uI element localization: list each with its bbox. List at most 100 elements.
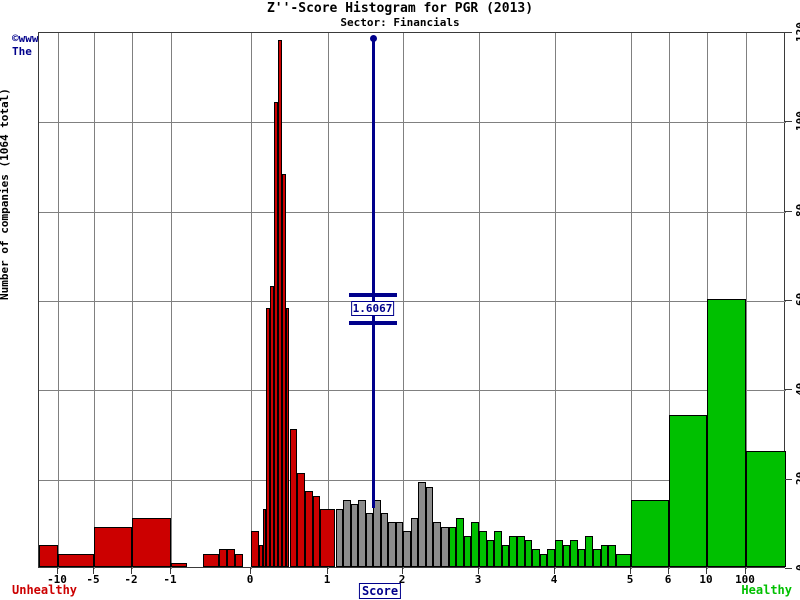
- y-tick-mark: [785, 121, 792, 123]
- x-tick-mark: [327, 568, 328, 574]
- histogram-bar: [358, 500, 366, 567]
- x-tick-label: -10: [47, 573, 67, 586]
- gridline-horizontal: [39, 211, 786, 213]
- histogram-bar: [746, 450, 786, 567]
- x-tick-mark: [706, 568, 707, 574]
- y-tick-label: 0: [794, 565, 800, 572]
- x-tick-mark: [250, 568, 251, 574]
- x-tick-label: 10: [699, 573, 713, 586]
- gridline-horizontal: [39, 479, 786, 481]
- page-title: Z''-Score Histogram for PGR (2013): [266, 1, 534, 16]
- x-tick-label: 5: [626, 573, 634, 586]
- histogram-bar: [539, 553, 548, 567]
- plot-area: [38, 32, 786, 569]
- histogram-bar: [555, 540, 563, 567]
- gridline-vertical: [58, 33, 59, 569]
- histogram-bar: [39, 544, 58, 567]
- score-marker-line: [371, 38, 375, 508]
- histogram-bar: [593, 549, 601, 567]
- x-tick-mark: [57, 568, 58, 574]
- histogram-bar: [373, 500, 381, 567]
- x-tick-label: -5: [86, 573, 100, 586]
- histogram-bar: [312, 495, 321, 567]
- histogram-bar: [631, 500, 669, 567]
- histogram-bar: [570, 540, 578, 567]
- x-tick-label: 4: [550, 573, 558, 586]
- healthy-label: Healthy: [741, 583, 792, 597]
- x-tick-label: 1: [323, 573, 331, 586]
- x-tick-label: 2: [398, 573, 406, 586]
- histogram-bar: [494, 531, 502, 567]
- gridline-horizontal: [39, 122, 786, 124]
- y-tick-mark: [785, 389, 792, 391]
- y-tick-mark: [785, 32, 792, 33]
- gridline-vertical: [403, 33, 404, 569]
- histogram-bar: [350, 504, 358, 567]
- histogram-bar: [203, 553, 219, 567]
- x-tick-mark: [554, 568, 555, 574]
- histogram-bar: [501, 544, 510, 567]
- histogram-bar: [471, 522, 479, 567]
- gridline-vertical: [132, 33, 133, 569]
- histogram-bar: [517, 535, 525, 567]
- histogram-bar: [524, 540, 533, 567]
- histogram-bar: [547, 549, 555, 567]
- histogram-bar: [251, 531, 259, 567]
- y-tick-label: 100: [794, 111, 800, 131]
- unhealthy-label: Unhealthy: [12, 583, 78, 597]
- histogram-bar: [297, 473, 305, 567]
- y-tick-mark: [785, 210, 792, 212]
- histogram-bar: [227, 549, 235, 567]
- score-marker-value: 1.6067: [350, 300, 395, 316]
- histogram-bar: [418, 482, 426, 567]
- histogram-bar: [585, 535, 593, 567]
- histogram-bar: [479, 531, 487, 567]
- histogram-bar: [380, 513, 388, 567]
- y-tick-label: 120: [794, 21, 800, 42]
- gridline-vertical: [251, 33, 252, 569]
- y-tick-mark: [785, 300, 792, 301]
- histogram-bar: [235, 553, 243, 567]
- histogram-bar: [281, 173, 286, 567]
- y-tick-label: 20: [794, 471, 800, 486]
- histogram-bar: [289, 428, 298, 567]
- histogram-bar: [600, 544, 609, 567]
- y-tick-label: 40: [794, 382, 800, 396]
- gridline-vertical: [746, 33, 747, 569]
- histogram-bar: [562, 544, 571, 567]
- histogram-bar: [410, 517, 419, 567]
- histogram-bar: [509, 535, 517, 567]
- score-marker-dot: [369, 35, 377, 42]
- histogram-bar: [441, 526, 449, 567]
- x-tick-mark: [478, 568, 479, 574]
- gridline-horizontal: [39, 390, 786, 392]
- gridline-vertical: [171, 33, 172, 569]
- histogram-bar: [425, 486, 434, 567]
- histogram-bar: [456, 517, 464, 567]
- histogram-bar: [343, 500, 351, 567]
- histogram-bar: [171, 562, 187, 567]
- gridline-vertical: [479, 33, 480, 569]
- histogram-bar: [365, 513, 373, 567]
- gridline-vertical: [631, 33, 632, 569]
- x-tick-mark: [131, 568, 132, 574]
- x-tick-label: -2: [124, 573, 138, 586]
- histogram-bar: [258, 544, 263, 567]
- x-axis-title: Score: [358, 583, 402, 599]
- y-tick-label: 60: [794, 293, 800, 307]
- histogram-bar: [532, 549, 540, 567]
- y-tick-mark: [785, 568, 792, 569]
- histogram-bar: [608, 544, 616, 567]
- score-marker-crossbar-bottom: [348, 320, 397, 325]
- x-tick-mark: [170, 568, 171, 574]
- histogram-bar: [219, 549, 227, 567]
- histogram-bar: [486, 540, 495, 567]
- x-tick-label: 100: [735, 573, 755, 586]
- histogram-bar: [270, 285, 275, 567]
- histogram-bar: [388, 522, 396, 567]
- histogram-bar: [132, 517, 171, 567]
- histogram-bar: [94, 526, 132, 567]
- histogram-bar: [320, 508, 336, 567]
- x-tick-mark: [93, 568, 94, 574]
